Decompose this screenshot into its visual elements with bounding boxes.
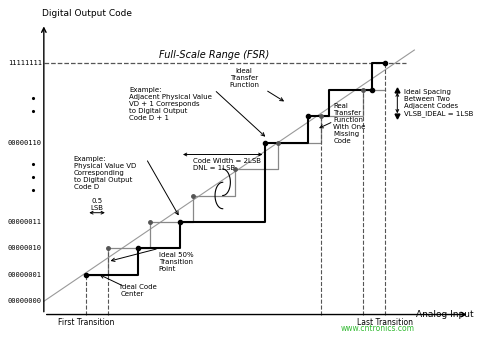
Text: Code Width = 2LSB
DNL = 1LSB: Code Width = 2LSB DNL = 1LSB xyxy=(193,158,261,171)
Text: Real
Transfer
Function
With One
Missing
Code: Real Transfer Function With One Missing … xyxy=(333,103,366,144)
Text: 11111111: 11111111 xyxy=(8,60,41,66)
Text: Ideal Code
Center: Ideal Code Center xyxy=(121,284,157,297)
Text: 00000011: 00000011 xyxy=(8,219,41,225)
Text: Digital Output Code: Digital Output Code xyxy=(41,9,132,18)
Text: Ideal Spacing
Between Two
Adjacent Codes
VLSB_IDEAL = 1LSB: Ideal Spacing Between Two Adjacent Codes… xyxy=(404,89,473,117)
Text: Example:
Physical Value VD
Corresponding
to Digital Output
Code D: Example: Physical Value VD Corresponding… xyxy=(74,156,136,190)
Text: 00000110: 00000110 xyxy=(8,140,41,146)
Text: 00000001: 00000001 xyxy=(8,272,41,278)
Text: Full-Scale Range (FSR): Full-Scale Range (FSR) xyxy=(159,50,269,60)
Text: Ideal 50%
Transition
Point: Ideal 50% Transition Point xyxy=(159,253,193,272)
Text: 00000010: 00000010 xyxy=(8,245,41,252)
Text: First Transition: First Transition xyxy=(58,318,115,327)
Text: 0.5
LSB: 0.5 LSB xyxy=(91,198,103,211)
Text: www.cntronics.com: www.cntronics.com xyxy=(340,324,414,333)
Text: Analog Input: Analog Input xyxy=(416,310,474,319)
Text: 00000000: 00000000 xyxy=(8,298,41,304)
Text: Ideal
Transfer
Function: Ideal Transfer Function xyxy=(229,68,259,88)
Text: Last Transition: Last Transition xyxy=(357,318,412,327)
Text: Example:
Adjacent Physical Value
VD + 1 Corresponds
to Digital Output
Code D + 1: Example: Adjacent Physical Value VD + 1 … xyxy=(129,87,212,121)
